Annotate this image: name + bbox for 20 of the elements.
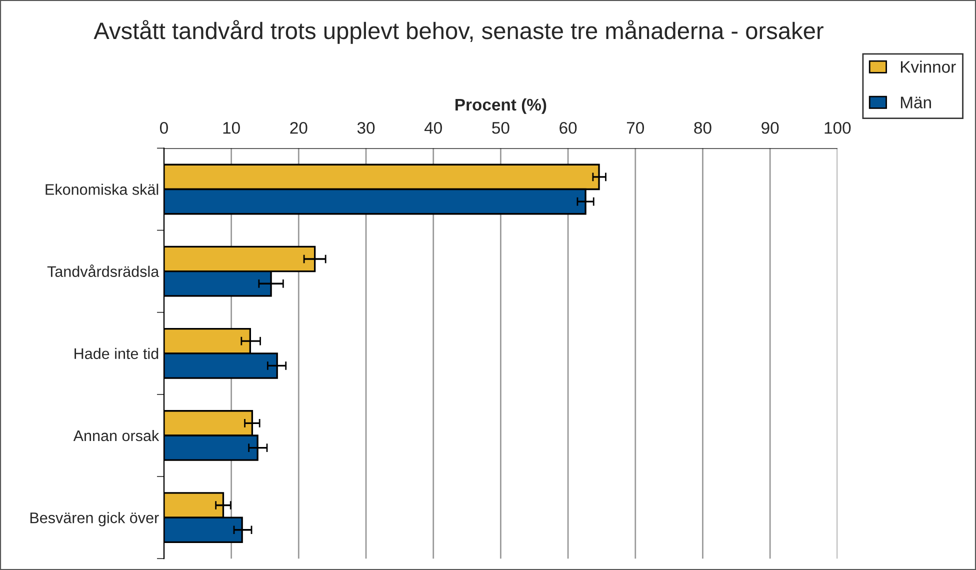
y-tick-label: Annan orsak bbox=[73, 430, 160, 442]
legend-label: Män bbox=[900, 96, 931, 108]
legend-label: Kvinnor bbox=[900, 60, 956, 73]
x-tick-label: 30 bbox=[357, 122, 375, 134]
x-tick-label: 0 bbox=[160, 122, 168, 134]
y-tick-label: Tandvårdsrädsla bbox=[47, 264, 160, 278]
x-tick-label: 100 bbox=[824, 122, 851, 134]
x-tick-label: 20 bbox=[290, 122, 308, 134]
x-tick-label: 40 bbox=[424, 122, 442, 134]
x-axis-title: Procent (%) bbox=[456, 98, 546, 114]
y-tick-label: Ekonomiska skäl bbox=[46, 184, 158, 195]
x-tick-label: 50 bbox=[492, 122, 510, 134]
x-tick-label: 70 bbox=[626, 122, 644, 134]
x-tick-label: 60 bbox=[560, 122, 577, 134]
x-tick-label: 10 bbox=[223, 122, 240, 134]
y-tick-label: Hade inte tid bbox=[74, 348, 158, 360]
y-tick-label: Besvären gick över bbox=[30, 512, 159, 526]
chart-title: Avstått tandvård trots upplevt behov, senaste tre månaderna - orsaker bbox=[94, 20, 824, 44]
x-tick-label: 90 bbox=[762, 122, 779, 134]
x-tick-label: 80 bbox=[694, 122, 712, 134]
